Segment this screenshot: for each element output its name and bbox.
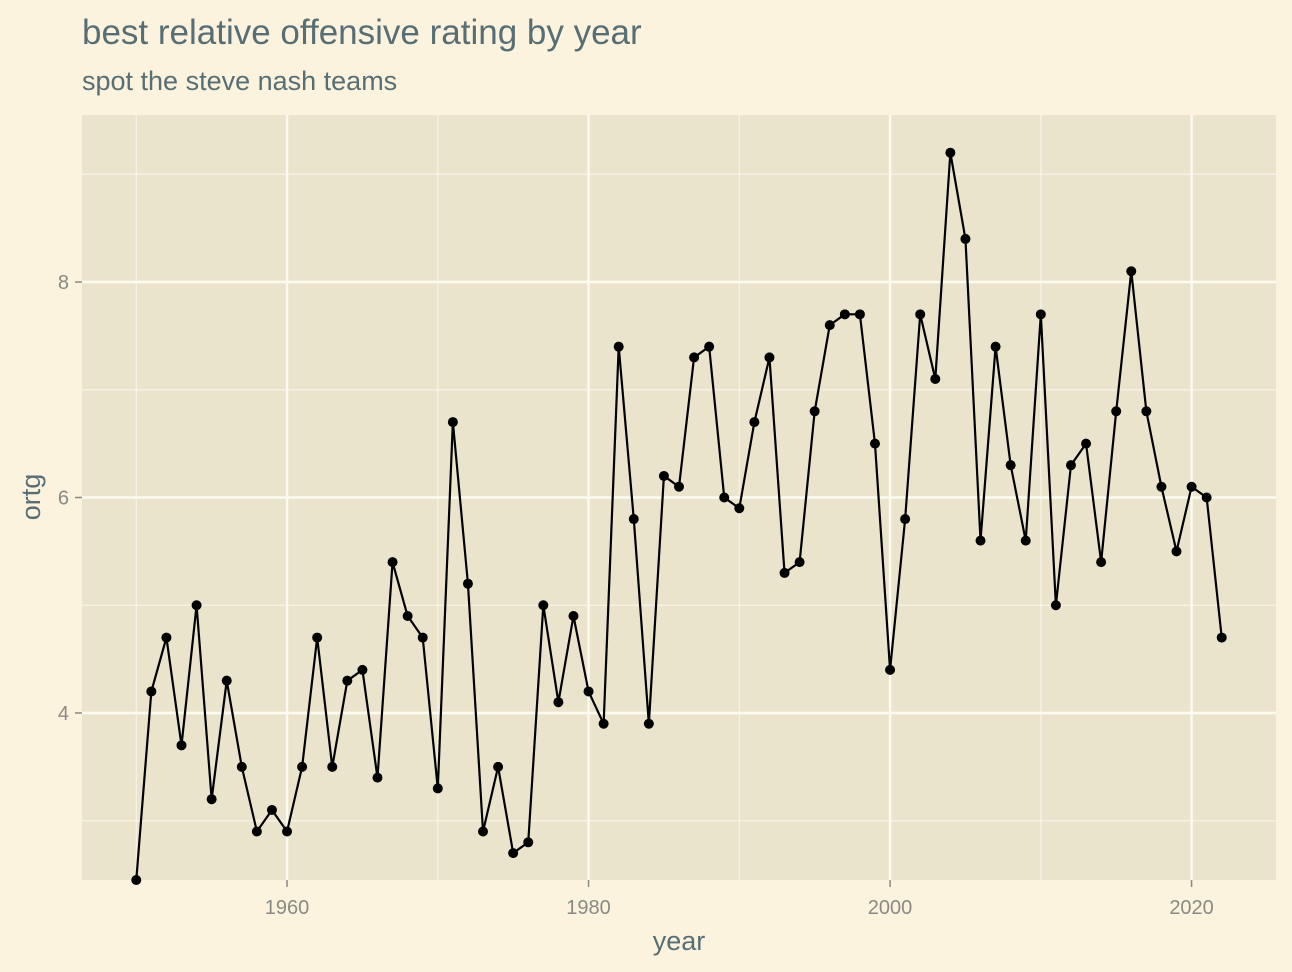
y-tick-label: 4 — [58, 703, 69, 725]
data-point — [628, 514, 639, 525]
data-point — [176, 740, 187, 751]
data-point — [161, 632, 172, 643]
data-point — [1126, 266, 1137, 277]
y-axis: 4 6 8 — [58, 272, 82, 725]
data-point — [779, 567, 790, 578]
data-point — [975, 535, 986, 546]
data-point — [538, 600, 549, 611]
data-point — [493, 761, 504, 772]
data-point — [402, 611, 413, 622]
data-point — [915, 309, 926, 320]
data-point — [236, 761, 247, 772]
data-point — [1201, 492, 1212, 503]
data-point — [1020, 535, 1031, 546]
data-point — [764, 352, 775, 363]
major-gridlines — [82, 115, 1276, 880]
data-point — [1065, 460, 1076, 471]
data-point — [1096, 557, 1107, 568]
data-point — [900, 514, 911, 525]
data-point — [854, 309, 865, 320]
data-point — [447, 417, 458, 428]
data-point — [598, 718, 609, 729]
x-tick-label: 2000 — [868, 897, 913, 919]
y-axis-title: ortg — [16, 474, 46, 521]
data-point — [1111, 406, 1122, 417]
data-point — [221, 675, 232, 686]
data-point — [206, 794, 217, 805]
data-point — [839, 309, 850, 320]
data-point — [432, 783, 443, 794]
data-point — [1005, 460, 1016, 471]
chart-subtitle: spot the steve nash teams — [82, 66, 397, 96]
data-point — [945, 147, 956, 158]
data-point — [372, 772, 383, 783]
data-point — [251, 826, 262, 837]
data-point — [387, 557, 398, 568]
data-point — [342, 675, 353, 686]
data-point — [266, 804, 277, 815]
data-point — [1186, 481, 1197, 492]
y-tick-label: 8 — [58, 272, 69, 294]
data-point — [719, 492, 730, 503]
x-axis-title: year — [653, 926, 706, 956]
chart-title: best relative offensive rating by year — [82, 13, 642, 52]
data-point — [1171, 546, 1182, 557]
data-point — [462, 578, 473, 589]
data-point — [1141, 406, 1152, 417]
data-point — [478, 826, 489, 837]
data-point — [1216, 632, 1227, 643]
data-point — [689, 352, 700, 363]
data-point — [327, 761, 338, 772]
data-point — [794, 557, 805, 568]
series-group — [131, 147, 1227, 885]
data-point — [553, 697, 564, 708]
data-point — [869, 438, 880, 449]
data-point — [297, 761, 308, 772]
data-point — [146, 686, 157, 697]
data-point — [990, 341, 1001, 352]
x-axis: 1960 1980 2000 2020 — [265, 880, 1214, 919]
data-point — [704, 341, 715, 352]
y-tick-label: 6 — [58, 488, 69, 510]
data-point — [357, 664, 368, 675]
data-point — [824, 320, 835, 331]
data-point — [1081, 438, 1092, 449]
x-tick-label: 1980 — [566, 897, 611, 919]
data-point — [282, 826, 293, 837]
data-point — [417, 632, 428, 643]
data-point — [508, 848, 519, 859]
data-point — [1156, 481, 1167, 492]
data-point — [1035, 309, 1046, 320]
x-tick-label: 1960 — [265, 897, 310, 919]
data-point — [658, 470, 669, 481]
data-point — [885, 664, 896, 675]
data-point — [312, 632, 323, 643]
data-point — [643, 718, 654, 729]
data-point — [191, 600, 202, 611]
data-point — [930, 373, 941, 384]
data-point — [523, 837, 534, 848]
data-point — [613, 341, 624, 352]
data-point — [131, 875, 142, 885]
data-point — [1050, 600, 1061, 611]
data-point — [583, 686, 594, 697]
x-tick-label: 2020 — [1169, 897, 1214, 919]
data-point — [734, 503, 745, 514]
data-point — [568, 611, 579, 622]
data-point — [749, 417, 760, 428]
data-point — [960, 233, 971, 244]
data-point — [809, 406, 820, 417]
data-point — [674, 481, 684, 492]
